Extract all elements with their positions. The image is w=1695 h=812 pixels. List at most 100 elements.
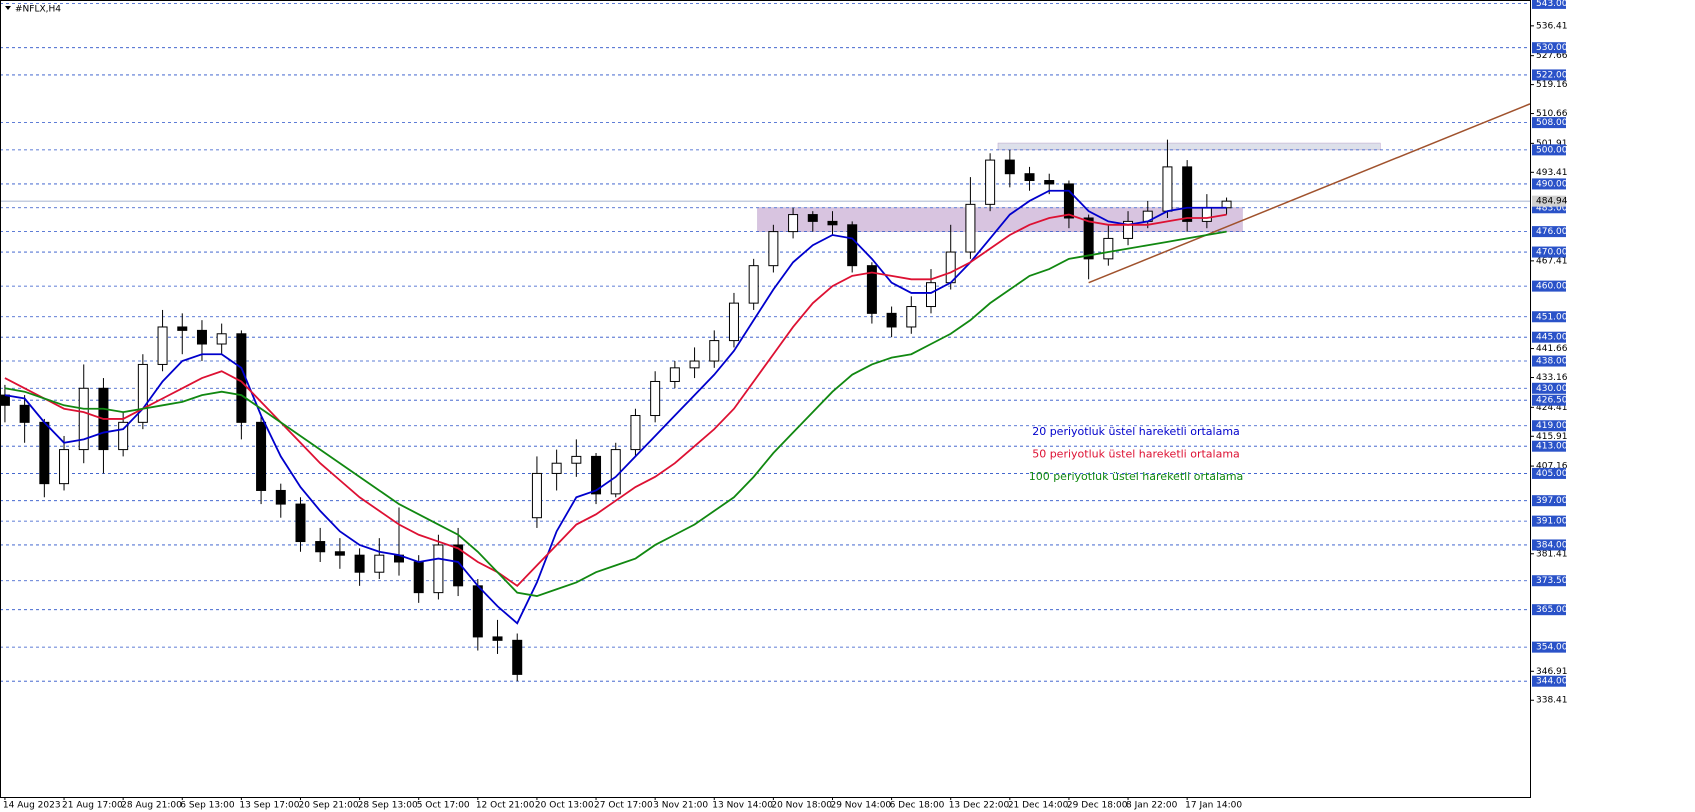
current-price-bg <box>1532 195 1566 207</box>
level-label-bg <box>1532 331 1566 343</box>
candle-body <box>906 306 917 328</box>
candle-body <box>315 541 326 553</box>
level-label-bg <box>1532 575 1566 587</box>
candle-body <box>1221 200 1232 209</box>
y-tick-label: 381.41 <box>1536 549 1568 559</box>
candle-body <box>78 387 89 451</box>
level-label: 460.00 <box>1536 282 1568 292</box>
x-tick-label: 29 Dec 18:00 <box>1067 801 1128 811</box>
level-label-bg <box>1532 69 1566 81</box>
level-label: 451.00 <box>1536 312 1568 322</box>
candle-body <box>295 503 306 543</box>
candle-body <box>827 220 838 226</box>
candle-body <box>236 333 247 423</box>
x-tick-label: 13 Dec 22:00 <box>949 801 1010 811</box>
candle-body <box>1044 180 1055 185</box>
level-label-bg <box>1532 202 1566 214</box>
level-label: 445.00 <box>1536 333 1568 343</box>
level-label-bg <box>1532 440 1566 452</box>
candle-body <box>630 415 641 451</box>
y-tick-label: 407.16 <box>1536 462 1568 472</box>
x-tick-label: 28 Sep 13:00 <box>358 801 418 811</box>
candle-body <box>748 265 759 304</box>
legend-label: 100 periyotluk üstel hareketli ortalama <box>1029 470 1244 483</box>
level-label-bg <box>1532 539 1566 551</box>
legend-label: 50 periyotluk üstel hareketli ortalama <box>1032 448 1240 461</box>
candle-body <box>275 489 286 505</box>
level-label-bg <box>1532 355 1566 367</box>
x-tick-label: 6 Sep 13:00 <box>180 801 235 811</box>
candle-body <box>0 394 10 406</box>
candle-body <box>157 326 168 365</box>
level-label-bg <box>1532 515 1566 527</box>
level-label: 522.00 <box>1536 70 1568 80</box>
candle-body <box>728 302 739 342</box>
candle-body <box>1103 237 1114 260</box>
level-label: 508.00 <box>1536 118 1568 128</box>
y-tick-label: 527.66 <box>1536 51 1568 61</box>
candle-body <box>1063 183 1074 219</box>
y-tick-label: 536.41 <box>1536 21 1568 31</box>
level-label-bg <box>1532 311 1566 323</box>
trendline <box>1088 103 1531 284</box>
candle-body <box>216 333 227 345</box>
candle-body <box>669 367 680 382</box>
x-tick-label: 5 Oct 17:00 <box>417 801 470 811</box>
y-tick-label: 346.91 <box>1536 667 1568 677</box>
candle-body <box>433 544 444 594</box>
axes: 536.41 527.66 519.16 510.66 501.91 493.41 467.… <box>3 0 1568 811</box>
candle-body <box>177 326 188 331</box>
candle-body <box>1162 166 1173 212</box>
zone <box>997 142 1381 151</box>
level-label: 543.00 <box>1536 0 1568 9</box>
candle-body <box>1123 220 1134 239</box>
x-tick-label: 14 Aug 2023 <box>3 801 61 811</box>
x-tick-label: 6 Dec 18:00 <box>890 801 945 811</box>
x-tick-label: 27 Oct 17:00 <box>594 801 653 811</box>
y-tick-label: 519.16 <box>1536 80 1568 90</box>
level-label-bg <box>1532 117 1566 129</box>
level-label-bg <box>1532 382 1566 394</box>
candle-body <box>926 282 937 308</box>
y-tick-label: 467.41 <box>1536 256 1568 266</box>
y-tick-label: 501.91 <box>1536 139 1568 149</box>
level-label-bg <box>1532 394 1566 406</box>
candle-body <box>1182 166 1193 222</box>
level-label: 365.00 <box>1536 605 1568 615</box>
x-tick-label: 17 Jan 14:00 <box>1185 801 1242 811</box>
candle-body <box>886 312 897 328</box>
level-label-bg <box>1532 226 1566 238</box>
candle-body <box>334 551 345 556</box>
candle-body <box>591 455 602 495</box>
candle-body <box>689 360 700 369</box>
candle-body <box>1024 173 1035 182</box>
chart-title: #NFLX,H4 <box>15 5 61 15</box>
x-tick-label: 20 Oct 13:00 <box>535 801 594 811</box>
level-label-bg <box>1532 178 1566 190</box>
y-tick-label: 415.91 <box>1536 432 1568 442</box>
level-label-bg <box>1532 246 1566 258</box>
candle-body <box>1201 207 1212 222</box>
candle-body <box>610 449 621 495</box>
x-tick-label: 3 Nov 21:00 <box>653 801 708 811</box>
level-label-bg <box>1532 280 1566 292</box>
candle-body <box>650 380 661 417</box>
candle-body <box>571 455 582 464</box>
x-tick-label: 8 Jan 22:00 <box>1126 801 1178 811</box>
y-tick-label: 493.41 <box>1536 168 1568 178</box>
candle-body <box>453 544 464 587</box>
x-tick-label: 13 Nov 14:00 <box>712 801 773 811</box>
x-tick-label: 20 Nov 18:00 <box>771 801 832 811</box>
level-label: 430.00 <box>1536 384 1568 394</box>
candle-body <box>768 231 779 267</box>
candle-body <box>709 340 720 362</box>
level-label: 530.00 <box>1536 43 1568 53</box>
level-label: 500.00 <box>1536 145 1568 155</box>
level-label-bg <box>1532 495 1566 507</box>
level-label: 470.00 <box>1536 248 1568 258</box>
x-tick-label: 29 Nov 14:00 <box>830 801 891 811</box>
candle-body <box>19 404 30 423</box>
level-label: 419.00 <box>1536 421 1568 431</box>
level-label: 476.00 <box>1536 227 1568 237</box>
